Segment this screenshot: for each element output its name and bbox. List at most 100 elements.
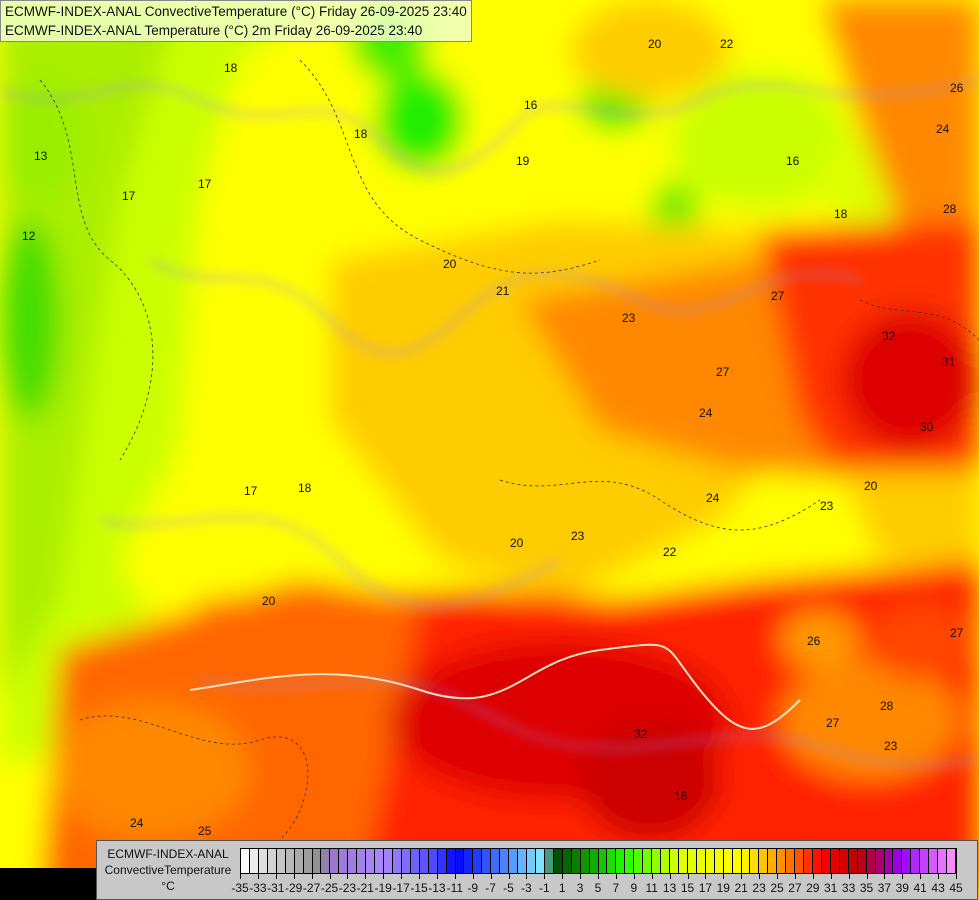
legend-tick	[257, 873, 259, 879]
contour-label: 18	[298, 481, 312, 495]
contour-labels: 18 16 19 20 22 18 17 13 12 17 16 18 26 24 28 20 21 23 27 27…	[22, 37, 964, 838]
legend-color-box	[857, 849, 867, 873]
legend-color-box	[848, 849, 858, 873]
legend-tick-label: 15	[680, 881, 695, 895]
legend-tick	[705, 873, 707, 879]
contour-label: 27	[716, 365, 730, 379]
legend-color-box	[410, 849, 420, 873]
legend-color-box	[491, 849, 501, 873]
legend-color-box	[544, 849, 554, 873]
legend-color-box	[482, 849, 492, 873]
legend-color-box	[750, 849, 760, 873]
legend-tick-label: 27	[788, 881, 802, 895]
legend-color-box	[464, 849, 474, 873]
legend-unit: °C	[161, 879, 175, 893]
legend-tick	[866, 873, 868, 879]
legend-tick-label: -13	[428, 881, 446, 895]
contour-label: 27	[950, 626, 964, 640]
contour-label: 32	[882, 329, 896, 343]
legend-tick-label: -1	[538, 881, 550, 895]
legend-color-box	[509, 849, 519, 873]
legend-color-box	[392, 849, 402, 873]
legend-color-box	[875, 849, 885, 873]
legend-tick-label: -35	[231, 881, 249, 895]
legend-color-box	[500, 849, 510, 873]
legend-color-box	[285, 849, 295, 873]
legend-tick-label: 45	[949, 881, 963, 895]
legend-color-box	[384, 849, 393, 873]
legend-tick	[615, 873, 617, 879]
legend-tick-label: 43	[931, 881, 945, 895]
legend-tick	[884, 873, 886, 879]
contour-label: 12	[22, 229, 36, 243]
legend-tick	[723, 873, 725, 879]
legend-color-box	[589, 849, 599, 873]
contour-label: 19	[516, 154, 530, 168]
legend-tick-label: 5	[594, 881, 602, 895]
legend-tick	[812, 873, 814, 879]
contour-label: 32	[634, 727, 648, 741]
contour-label: 23	[820, 499, 834, 513]
legend-color-box	[348, 849, 358, 873]
legend-color-box	[357, 849, 367, 873]
contour-label: 24	[699, 406, 713, 420]
contour-label: 30	[920, 420, 934, 434]
legend-color-box	[535, 849, 545, 873]
contour-label: 18	[834, 207, 848, 221]
contour-label: 20	[510, 536, 524, 550]
legend-tick	[436, 873, 438, 879]
legend-tick-label: -29	[285, 881, 303, 895]
legend-color-box	[241, 849, 250, 873]
legend-color-box	[714, 849, 724, 873]
legend-tick	[830, 873, 832, 879]
legend-color-box	[321, 849, 331, 873]
legend-tick	[794, 873, 796, 879]
coastline	[189, 643, 801, 730]
contour-label: 23	[571, 529, 585, 543]
legend-color-box	[419, 849, 429, 873]
legend-tick-label: 13	[662, 881, 677, 895]
legend-tick-label: -27	[302, 881, 321, 895]
legend-tick	[311, 873, 313, 879]
legend-model-name: ECMWF-INDEX-ANAL	[107, 847, 229, 861]
legend-color-box	[938, 849, 948, 873]
contour-label: 20	[864, 479, 878, 493]
legend-color-box	[813, 849, 822, 873]
legend-color-box	[670, 849, 679, 873]
legend-color-box	[312, 849, 322, 873]
contour-label: 28	[880, 699, 894, 713]
legend-tick-label: -7	[485, 881, 496, 895]
legend-tick-label: 21	[734, 881, 748, 895]
legend-color-box	[562, 849, 572, 873]
legend-color-box	[527, 849, 536, 873]
contour-label: 17	[244, 484, 258, 498]
legend-color-box	[696, 849, 706, 873]
legend-color-box	[267, 849, 277, 873]
legend-tick-label: -3	[521, 881, 532, 895]
legend-color-box	[732, 849, 742, 873]
legend-tick-label: 3	[576, 881, 584, 895]
legend-tick	[544, 873, 546, 879]
legend-tick	[777, 873, 778, 879]
legend-tick	[759, 873, 761, 879]
legend-tick-label: -15	[410, 881, 428, 895]
color-legend: ECMWF-INDEX-ANAL ConvectiveTemperature °…	[96, 840, 978, 900]
legend-tick	[687, 873, 689, 879]
legend-color-box	[866, 849, 876, 873]
legend-color-box	[678, 849, 688, 873]
contour-label: 20	[443, 257, 457, 271]
map-title-box: ECMWF-INDEX-ANAL ConvectiveTemperature (…	[0, 0, 472, 42]
contour-label: 23	[622, 311, 636, 325]
contour-label: 22	[663, 545, 677, 559]
legend-variable-name: ConvectiveTemperature	[104, 863, 232, 877]
legend-tick	[275, 873, 277, 879]
legend-color-box	[580, 849, 590, 873]
legend-color-box	[616, 849, 626, 873]
legend-tick-label: 35	[859, 881, 874, 895]
legend-tick-label: 29	[806, 881, 820, 895]
legend-tick	[365, 873, 367, 879]
legend-tick	[651, 873, 653, 879]
no-data-corner	[0, 868, 96, 900]
legend-color-box	[652, 849, 662, 873]
contour-label: 27	[771, 289, 785, 303]
